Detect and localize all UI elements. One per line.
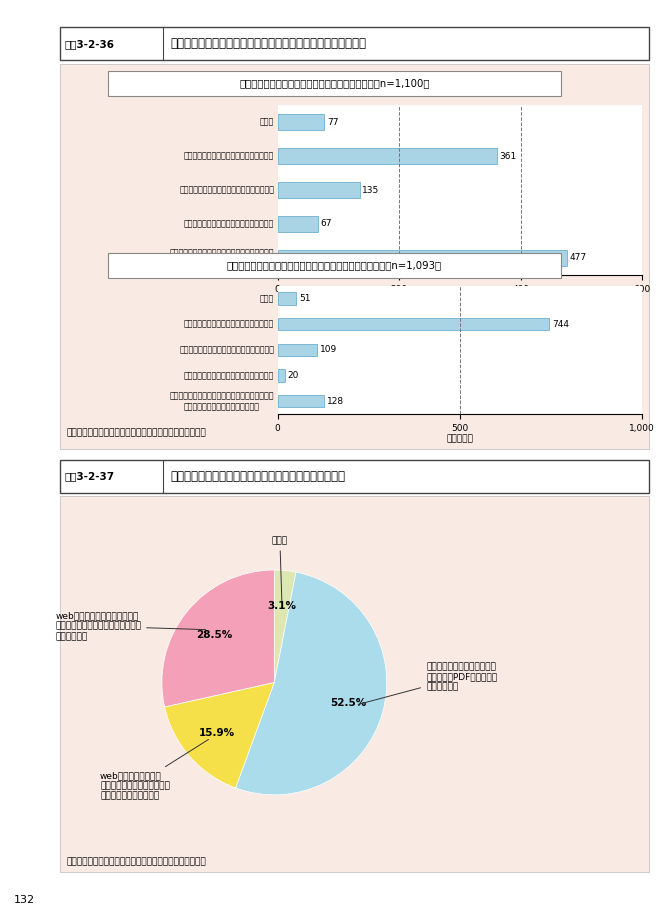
- Text: 67: 67: [320, 220, 332, 228]
- Text: 空き家・空き地等の情報を公開する仕組みの有無（複数回答）: 空き家・空き地等の情報を公開する仕組みの有無（複数回答）: [171, 38, 367, 50]
- Wedge shape: [162, 570, 274, 707]
- Text: 原則として公開や情報提供は行っていない: 原則として公開や情報提供は行っていない: [184, 152, 274, 160]
- Text: 51: 51: [299, 294, 310, 303]
- Text: webページを作成し、
物件検索エンジンをつけて、
物件情報を掲載している: webページを作成し、 物件検索エンジンをつけて、 物件情報を掲載している: [100, 739, 209, 801]
- X-axis label: （回答数）: （回答数）: [446, 434, 474, 443]
- Wedge shape: [235, 572, 387, 795]
- Text: 無回答: 無回答: [272, 536, 288, 601]
- Text: 申し込みに応じ、原則として公開している: 申し込みに応じ、原則として公開している: [184, 371, 274, 380]
- Bar: [278, 395, 324, 408]
- Text: 15.9%: 15.9%: [199, 728, 235, 737]
- Text: webページを作成しているが、
検索エンジンはつけず物件情報のみ
掲載している: webページを作成しているが、 検索エンジンはつけず物件情報のみ 掲載している: [55, 611, 206, 641]
- Text: 空き地等の情報をネットで公開している場合の公開形態: 空き地等の情報をネットで公開している場合の公開形態: [171, 470, 345, 483]
- Text: 業務の中で必要に応じ情報提供を行っている: 業務の中で必要に応じ情報提供を行っている: [179, 186, 274, 194]
- Text: 744: 744: [552, 320, 569, 329]
- Wedge shape: [274, 570, 296, 682]
- Wedge shape: [165, 682, 274, 788]
- Text: 空き家の情報を公開する仕組みの有無（複数回答、n=1,100）: 空き家の情報を公開する仕組みの有無（複数回答、n=1,100）: [240, 78, 429, 88]
- Text: 原則として公開や情報提供は行っていない: 原則として公開や情報提供は行っていない: [184, 320, 274, 329]
- Bar: [278, 216, 318, 232]
- Text: 20: 20: [288, 371, 299, 380]
- Bar: [278, 114, 324, 130]
- Text: 77: 77: [327, 118, 339, 126]
- Bar: [278, 344, 317, 356]
- Text: 135: 135: [362, 186, 379, 194]
- Text: 128: 128: [327, 397, 345, 406]
- Text: 資料：国土交通省「空き地等に関する自治体アンケート」: 資料：国土交通省「空き地等に関する自治体アンケート」: [66, 857, 206, 867]
- Bar: [278, 292, 296, 305]
- Text: 361: 361: [500, 152, 516, 160]
- Bar: [278, 148, 497, 164]
- Text: 資料：国土交通省「空き地等に関する自治体アンケート」: 資料：国土交通省「空き地等に関する自治体アンケート」: [66, 428, 206, 437]
- Text: 業務の中で必要に応じ情報提供を行っている: 業務の中で必要に応じ情報提供を行っている: [179, 345, 274, 354]
- Bar: [278, 182, 360, 198]
- Text: その他: その他: [260, 118, 274, 126]
- Text: 申し込みに応じ、原則として公開している: 申し込みに応じ、原則として公開している: [184, 220, 274, 228]
- Text: 図表3-2-36: 図表3-2-36: [65, 39, 115, 49]
- Bar: [278, 369, 285, 382]
- Text: 空き地等の情報を公開するような仕組みの有無（複数回答、n=1,093）: 空き地等の情報を公開するような仕組みの有無（複数回答、n=1,093）: [227, 260, 442, 270]
- Text: 3.1%: 3.1%: [267, 602, 296, 611]
- Bar: [278, 250, 567, 266]
- X-axis label: （回答数）: （回答数）: [446, 295, 474, 304]
- Text: 図表3-2-37: 図表3-2-37: [65, 472, 115, 481]
- Text: 477: 477: [570, 254, 587, 262]
- Text: 52.5%: 52.5%: [330, 698, 366, 708]
- Text: 28.5%: 28.5%: [197, 629, 233, 639]
- Bar: [278, 318, 549, 331]
- Text: その他: その他: [260, 294, 274, 303]
- Text: 132: 132: [13, 895, 35, 905]
- Text: 不特定多数に対しネット（例：空き家バンク）や
台帳縦覧等による公開を行っている: 不特定多数に対しネット（例：空き家バンク）や 台帳縦覧等による公開を行っている: [170, 391, 274, 411]
- Text: 109: 109: [320, 345, 338, 354]
- Text: 自治体のホームページ上に、
物件情報のPDFデータのみ
掲載している: 自治体のホームページ上に、 物件情報のPDFデータのみ 掲載している: [358, 662, 497, 704]
- Text: 不特定多数に対しネット（例：空き家バンク）や
台帳縦覧等による公開を行っている: 不特定多数に対しネット（例：空き家バンク）や 台帳縦覧等による公開を行っている: [170, 248, 274, 267]
